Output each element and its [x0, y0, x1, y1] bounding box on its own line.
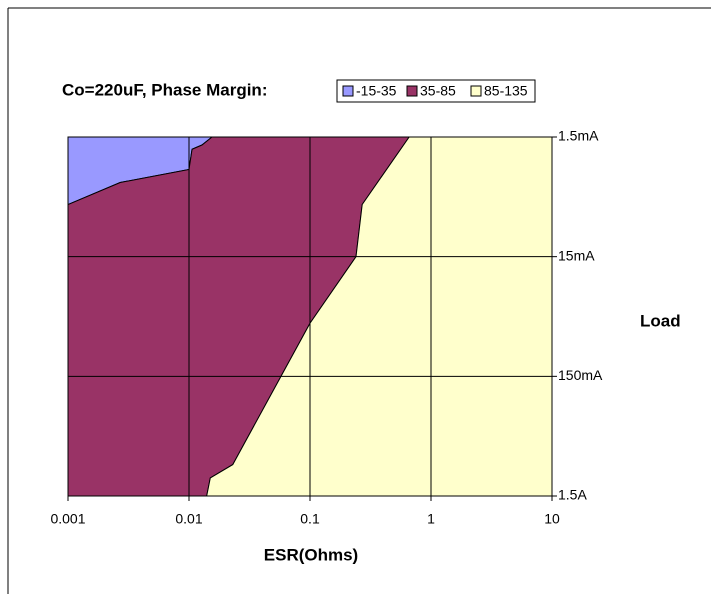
y-tick-label: 1.5A: [558, 487, 587, 503]
x-tick-label: 0.001: [50, 511, 85, 527]
legend-label: 35-85: [420, 83, 456, 99]
legend-label: -15-35: [356, 83, 397, 99]
y-tick-label: 1.5mA: [558, 128, 599, 144]
legend-box: [336, 79, 536, 103]
legend-swatch: [470, 85, 482, 97]
y-tick-label: 15mA: [558, 247, 595, 263]
plot-border: [67, 136, 553, 497]
legend-swatch: [406, 85, 418, 97]
y-tick-label: 150mA: [558, 367, 603, 383]
x-tick-label: 10: [544, 511, 560, 527]
legend-label: 85-135: [484, 83, 528, 99]
x-axis-title: ESR(Ohms): [264, 545, 358, 564]
x-tick-label: 1: [427, 511, 435, 527]
x-tick-label: 0.1: [300, 511, 320, 527]
x-tick-label: 0.01: [175, 511, 202, 527]
chart-title: Co=220uF, Phase Margin:: [62, 80, 267, 99]
legend-swatch: [342, 85, 354, 97]
y-axis-title: Load: [640, 311, 681, 330]
